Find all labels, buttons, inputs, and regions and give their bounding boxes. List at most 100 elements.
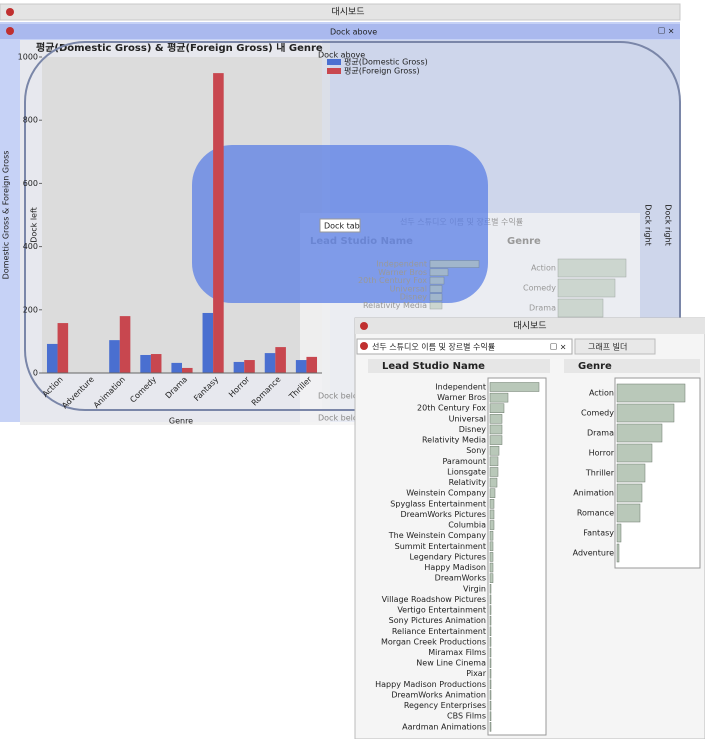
category-label: Universal bbox=[449, 414, 486, 423]
bar bbox=[489, 584, 492, 594]
category-label: Adventure bbox=[573, 549, 614, 558]
y-tick-label: 0 bbox=[33, 369, 38, 378]
y-tick-label: 600 bbox=[23, 179, 38, 188]
bar bbox=[489, 477, 498, 488]
bar bbox=[306, 356, 318, 373]
y-tick-label: 200 bbox=[23, 305, 38, 314]
category-label: Animation bbox=[573, 489, 614, 498]
bar bbox=[46, 343, 58, 373]
header-bar bbox=[368, 359, 550, 373]
bar bbox=[489, 700, 492, 711]
bar bbox=[429, 276, 445, 285]
bar bbox=[429, 268, 449, 277]
close-icons[interactable]: ☐ × bbox=[658, 27, 674, 36]
bar bbox=[489, 679, 492, 690]
bar bbox=[489, 467, 499, 477]
category-label: Regency Enterprises bbox=[404, 701, 486, 710]
bar bbox=[489, 605, 492, 615]
bar bbox=[182, 367, 193, 373]
category-label: 20th Century Fox bbox=[358, 276, 427, 285]
y-axis-label: Domestic Gross & Foreign Gross bbox=[2, 151, 11, 280]
bar bbox=[429, 293, 443, 301]
category-label: Drama bbox=[529, 304, 556, 313]
dock-left-hint: Dock left bbox=[30, 207, 39, 243]
bar bbox=[489, 722, 492, 732]
dock-outline bbox=[24, 41, 681, 411]
window-title: 대시보드 bbox=[331, 7, 364, 18]
category-label: Disney bbox=[400, 293, 428, 302]
category-label: Disney bbox=[459, 425, 487, 434]
category-label: The Weinstein Company bbox=[388, 531, 486, 540]
bar bbox=[233, 361, 245, 373]
bar bbox=[489, 414, 503, 424]
bar bbox=[489, 541, 494, 552]
category-label: Independent bbox=[376, 260, 427, 269]
bar bbox=[616, 543, 620, 563]
category-label: Drama bbox=[587, 429, 614, 438]
bar bbox=[489, 626, 492, 637]
dock-right-hint: Dock right bbox=[644, 204, 653, 245]
y-tick-label: 800 bbox=[23, 116, 38, 125]
category-label: Universal bbox=[390, 284, 427, 293]
menu-button[interactable] bbox=[360, 342, 368, 350]
bar bbox=[489, 690, 492, 700]
category-label: DreamWorks Animation bbox=[391, 690, 486, 699]
category-label: 20th Century Fox bbox=[417, 404, 486, 413]
bar bbox=[489, 530, 494, 541]
bar bbox=[429, 285, 443, 293]
window-title: 대시보드 bbox=[513, 321, 546, 332]
tab-close[interactable]: ☐ × bbox=[550, 343, 566, 352]
menu-button[interactable] bbox=[6, 8, 14, 16]
dock-below-hint: Dock below bbox=[318, 392, 365, 401]
category-label: Action bbox=[589, 389, 614, 398]
bar bbox=[295, 360, 307, 373]
bar bbox=[616, 483, 643, 503]
legend-swatch bbox=[327, 68, 341, 74]
bar bbox=[489, 509, 495, 520]
title-bar bbox=[0, 3, 681, 21]
bar bbox=[616, 443, 653, 463]
bar bbox=[489, 488, 496, 498]
bar bbox=[109, 340, 120, 373]
menu-button[interactable] bbox=[360, 322, 368, 330]
category-label: Miramax Films bbox=[428, 648, 486, 657]
panel-header: Genre bbox=[578, 361, 612, 372]
bar bbox=[489, 647, 492, 658]
category-label: Horror bbox=[589, 449, 615, 458]
x-axis-label: Genre bbox=[169, 417, 193, 426]
bar bbox=[140, 354, 151, 373]
category-label: Vertigo Entertainment bbox=[397, 606, 486, 615]
tab[interactable] bbox=[574, 338, 656, 355]
tab[interactable] bbox=[356, 338, 573, 355]
tab-label[interactable]: 그래프 빌더 bbox=[588, 342, 627, 352]
bar bbox=[557, 278, 616, 298]
dock-above-hint: Dock above bbox=[330, 28, 377, 37]
bar bbox=[616, 423, 663, 443]
category-label: Spyglass Entertainment bbox=[390, 499, 486, 508]
category-label: Happy Madison bbox=[424, 563, 486, 572]
dock-right-hint: Dock right bbox=[664, 204, 673, 245]
bar bbox=[616, 523, 622, 543]
category-label: Summit Entertainment bbox=[395, 542, 486, 551]
category-label: Pixar bbox=[466, 669, 487, 678]
category-label: Action bbox=[531, 264, 556, 273]
bar bbox=[616, 403, 675, 423]
bar bbox=[429, 260, 480, 268]
chart-title: 평균(Domestic Gross) & 평균(Foreign Gross) 내… bbox=[36, 41, 323, 54]
category-label: Paramount bbox=[442, 457, 486, 466]
category-label: Weinstein Company bbox=[406, 489, 486, 498]
bar bbox=[57, 323, 69, 373]
category-label: Relativity bbox=[449, 478, 487, 487]
bar bbox=[489, 658, 492, 668]
bar bbox=[557, 298, 604, 318]
bar bbox=[489, 435, 503, 445]
category-label: Lionsgate bbox=[447, 467, 486, 476]
category-label: Comedy bbox=[581, 409, 614, 418]
menu-button[interactable] bbox=[6, 27, 14, 35]
category-label: Relativity Media bbox=[422, 436, 486, 445]
category-label: DreamWorks bbox=[435, 574, 486, 583]
bar bbox=[489, 615, 492, 626]
bar bbox=[489, 424, 503, 435]
tab-label[interactable]: 선두 스튜디오 이름 및 장르별 수익률 bbox=[372, 342, 495, 352]
